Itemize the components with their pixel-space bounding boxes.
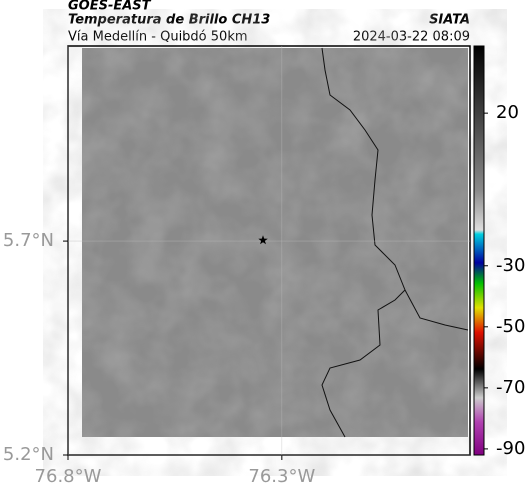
timestamp: 2024-03-22 08:09 [353,30,470,45]
subtitle: Vía Medellín - Quibdó 50km [68,30,248,45]
source: GOES-EAST [68,0,152,14]
location-marker [258,235,268,245]
colorbar-tick-label: 20 [496,102,519,123]
colorbar-tick-label: -70 [496,377,525,398]
colorbar-tick-label: -90 [496,438,525,459]
title: Temperatura de Brillo CH13 [68,13,270,28]
colorbar [473,45,485,456]
colorbar-tick-label: -30 [496,255,525,276]
colorbar-tick-label: -50 [496,316,525,337]
map-image [82,47,469,438]
y-tick-label: 5.2°N [3,444,54,465]
x-tick-label: 76.8°W [35,466,102,487]
x-tick-label: 76.3°W [248,466,315,487]
brand: SIATA [429,13,470,28]
y-tick-label: 5.7°N [3,230,54,251]
